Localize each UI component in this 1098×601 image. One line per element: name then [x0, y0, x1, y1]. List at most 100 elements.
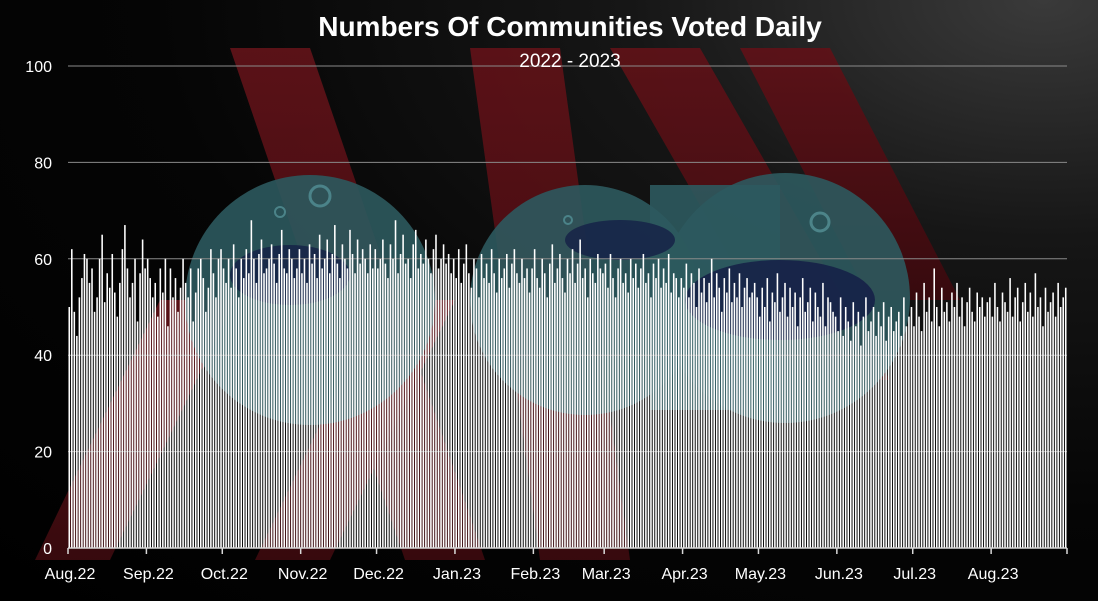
bar: [187, 297, 189, 548]
bar: [984, 316, 986, 548]
bar: [941, 287, 943, 548]
x-tick-label: Oct.22: [201, 566, 248, 583]
bar: [1029, 292, 1032, 548]
bar: [255, 282, 258, 548]
bar: [741, 307, 743, 548]
bar: [387, 278, 389, 548]
chart-title: Numbers Of Communities Voted Daily: [318, 11, 822, 42]
bar: [291, 258, 293, 548]
bar: [695, 307, 698, 548]
bar: [809, 287, 812, 548]
bar: [543, 273, 546, 548]
bar: [953, 307, 956, 548]
bar: [607, 287, 609, 548]
bar: [202, 278, 205, 548]
bar: [207, 287, 210, 548]
bar: [377, 268, 379, 548]
bar: [832, 311, 834, 548]
bar: [872, 307, 875, 548]
bar: [296, 268, 298, 548]
x-tick-label: Sep.22: [123, 566, 174, 583]
bar: [635, 263, 637, 548]
bar: [903, 297, 905, 548]
bar: [617, 268, 619, 548]
bar: [414, 229, 417, 548]
bar: [1032, 316, 1034, 548]
bar: [336, 263, 339, 548]
bar: [566, 258, 569, 548]
bar: [435, 234, 437, 548]
bar: [493, 273, 495, 548]
bar: [801, 278, 804, 548]
bar: [647, 273, 650, 548]
bar: [270, 244, 273, 548]
bar: [779, 311, 781, 548]
bar: [1014, 297, 1016, 548]
bar: [619, 258, 622, 548]
bar: [172, 297, 174, 548]
bar: [139, 273, 141, 548]
bar: [720, 311, 723, 548]
bar: [870, 321, 872, 548]
bar: [283, 268, 286, 548]
bar: [437, 268, 440, 548]
bar: [384, 263, 387, 548]
bar: [366, 273, 369, 548]
x-tick-label: Mar.23: [582, 566, 631, 583]
bar: [248, 273, 250, 548]
bar: [746, 278, 748, 548]
bar: [968, 287, 971, 548]
bar: [538, 287, 541, 548]
bar: [662, 268, 665, 548]
bar: [834, 316, 837, 548]
bar: [963, 326, 966, 548]
bar: [784, 282, 786, 548]
bar: [609, 253, 612, 549]
bar: [303, 258, 306, 548]
bar: [680, 278, 683, 548]
bar: [432, 249, 435, 548]
bar: [321, 268, 323, 548]
bar: [151, 297, 154, 548]
bar: [460, 282, 463, 548]
y-tick-label: 60: [34, 252, 52, 269]
bar: [882, 302, 885, 548]
bar: [326, 239, 329, 548]
bar: [581, 278, 584, 548]
bar: [622, 282, 624, 548]
bar: [923, 282, 925, 548]
bar: [718, 287, 721, 548]
bar: [232, 244, 235, 548]
bar: [379, 258, 382, 548]
bar: [814, 292, 817, 548]
x-tick-label: Jan.23: [433, 566, 481, 583]
bar: [763, 307, 766, 548]
bar: [225, 282, 227, 548]
bar: [103, 302, 106, 548]
bar: [1059, 307, 1062, 548]
bar: [966, 302, 968, 548]
bar: [250, 220, 253, 549]
bar: [1054, 316, 1057, 548]
bar: [162, 292, 164, 548]
bar: [822, 282, 824, 548]
bar: [68, 307, 71, 548]
bar: [1044, 287, 1047, 548]
bar: [447, 253, 450, 549]
bar: [958, 316, 961, 548]
bar: [978, 307, 981, 548]
bar: [361, 249, 364, 548]
bar: [774, 302, 776, 548]
bar: [713, 297, 715, 548]
bar: [756, 297, 758, 548]
x-tick-label: Jun.23: [815, 566, 863, 583]
bar: [328, 273, 331, 548]
bar: [806, 302, 809, 548]
bar: [179, 287, 182, 548]
bar: [192, 321, 194, 548]
bar: [318, 234, 321, 548]
bar: [420, 253, 422, 549]
bar: [693, 282, 695, 548]
bar: [612, 278, 614, 548]
